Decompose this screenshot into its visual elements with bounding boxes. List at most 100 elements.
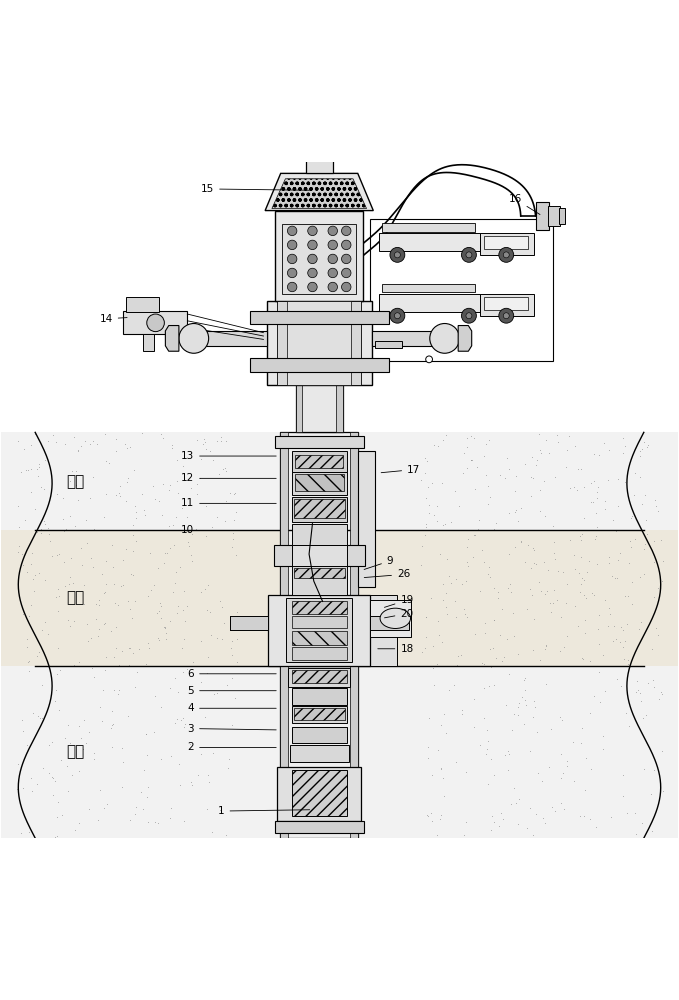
Point: [107, 537, 117, 553]
Point: [149, 491, 160, 507]
Point: [481, 746, 492, 762]
Point: [153, 815, 164, 831]
Point: [172, 711, 183, 727]
Point: [128, 645, 139, 661]
Point: [114, 485, 125, 501]
Point: [221, 493, 232, 509]
Point: [37, 760, 48, 776]
Point: [211, 433, 222, 449]
Point: [481, 741, 492, 757]
Point: [88, 559, 98, 575]
Point: [529, 611, 540, 627]
Point: [579, 612, 590, 628]
Point: [565, 532, 576, 548]
Point: [50, 773, 61, 789]
Point: [125, 640, 136, 656]
Point: [185, 736, 196, 752]
Bar: [290, 745, 348, 762]
Point: [502, 631, 513, 647]
Point: [525, 581, 536, 597]
Point: [164, 482, 175, 498]
Point: [197, 658, 208, 674]
Point: [16, 825, 26, 841]
Point: [191, 476, 202, 492]
Point: [229, 690, 240, 706]
Point: [538, 810, 549, 826]
Point: [585, 653, 595, 669]
Point: [143, 814, 153, 830]
Point: [479, 710, 490, 726]
Point: [159, 619, 170, 635]
Point: [507, 605, 518, 621]
Circle shape: [342, 240, 351, 250]
Point: [643, 437, 654, 453]
Point: [113, 686, 124, 702]
Point: [127, 527, 138, 543]
Point: [510, 539, 521, 555]
Point: [120, 436, 130, 452]
Point: [14, 538, 24, 554]
Point: [81, 512, 92, 528]
Point: [202, 767, 213, 783]
Point: [128, 462, 139, 478]
Point: [52, 486, 62, 502]
Text: 10: 10: [181, 525, 276, 535]
Bar: [292, 566, 346, 595]
Point: [519, 682, 530, 698]
Point: [424, 505, 435, 521]
Point: [494, 467, 505, 483]
Point: [48, 787, 58, 803]
Point: [177, 458, 188, 474]
Point: [568, 773, 579, 789]
Point: [178, 719, 189, 735]
Point: [35, 710, 45, 726]
Point: [438, 432, 449, 448]
Text: 油层: 油层: [67, 591, 85, 606]
Point: [534, 482, 545, 498]
Point: [84, 724, 94, 740]
Point: [70, 518, 81, 534]
Point: [549, 534, 559, 550]
Point: [139, 502, 149, 518]
Point: [603, 600, 614, 616]
Point: [557, 765, 568, 781]
Point: [202, 665, 213, 681]
Point: [216, 429, 227, 445]
Point: [158, 476, 168, 492]
Point: [564, 428, 574, 444]
Point: [227, 633, 238, 649]
Point: [81, 735, 92, 751]
Point: [420, 527, 430, 543]
Point: [460, 764, 471, 780]
Point: [466, 452, 477, 468]
Point: [143, 640, 154, 656]
Point: [550, 551, 561, 567]
Point: [26, 545, 37, 561]
Point: [115, 578, 126, 594]
Point: [620, 438, 631, 454]
Point: [178, 583, 189, 599]
Point: [576, 549, 587, 565]
Point: [200, 441, 211, 457]
Bar: [126, 297, 159, 312]
Point: [530, 457, 541, 473]
Point: [33, 468, 43, 484]
Point: [117, 754, 128, 770]
Point: [599, 493, 610, 509]
Point: [202, 577, 213, 593]
Point: [205, 443, 216, 459]
Point: [89, 521, 100, 537]
Point: [30, 567, 41, 583]
Point: [223, 760, 234, 776]
Point: [160, 545, 170, 561]
Point: [73, 815, 84, 831]
Point: [655, 684, 666, 700]
Point: [503, 461, 514, 477]
Point: [176, 712, 187, 728]
Point: [420, 609, 431, 625]
Point: [56, 807, 67, 823]
Point: [22, 737, 33, 753]
Bar: [292, 770, 346, 816]
Circle shape: [328, 240, 337, 250]
Point: [98, 585, 109, 601]
